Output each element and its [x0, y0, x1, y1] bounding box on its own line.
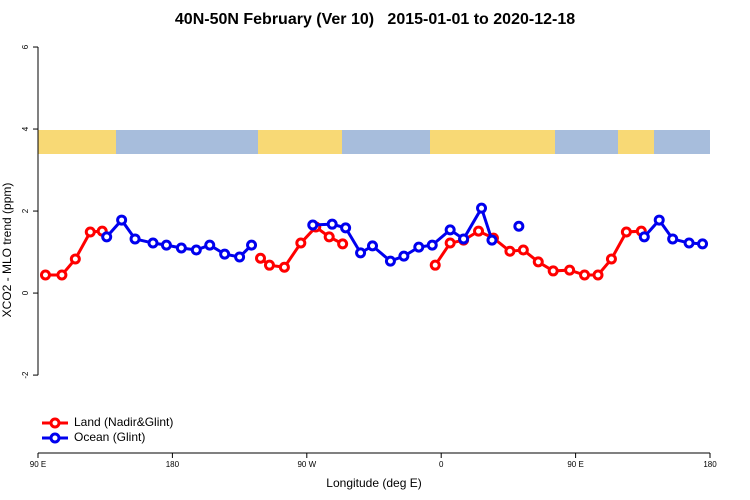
- data-point: [473, 225, 485, 237]
- y-tick-label: 6: [21, 44, 30, 49]
- legend-label: Land (Nadir&Glint): [74, 415, 173, 429]
- legend-label: Ocean (Glint): [74, 430, 145, 444]
- data-point: [355, 247, 367, 259]
- data-point: [517, 244, 529, 256]
- data-point: [620, 226, 632, 238]
- data-point: [69, 253, 81, 265]
- data-point: [426, 239, 438, 251]
- data-point: [160, 239, 172, 251]
- legend-marker: [49, 417, 61, 429]
- land-band: [258, 130, 342, 154]
- data-point: [384, 255, 396, 267]
- data-point: [638, 231, 650, 243]
- data-point: [476, 202, 488, 214]
- y-tick-label: 2: [21, 208, 30, 213]
- data-point: [486, 234, 498, 246]
- data-point: [84, 226, 96, 238]
- data-point: [340, 222, 352, 234]
- land-band: [430, 130, 555, 154]
- data-point: [592, 269, 604, 281]
- x-tick-label: 90 E: [30, 460, 46, 469]
- land-band: [618, 130, 654, 154]
- y-axis-title: XCO2 - MLO trend (ppm): [0, 183, 14, 318]
- data-point: [513, 220, 525, 232]
- data-point: [458, 233, 470, 245]
- data-point: [683, 237, 695, 249]
- data-point: [307, 219, 319, 231]
- data-point: [219, 248, 231, 260]
- data-point: [413, 241, 425, 253]
- x-tick-label: 0: [439, 460, 444, 469]
- data-point: [337, 238, 349, 250]
- x-tick-label: 90 E: [567, 460, 583, 469]
- data-point: [204, 239, 216, 251]
- data-point: [667, 233, 679, 245]
- data-point: [246, 239, 258, 251]
- data-point: [429, 259, 441, 271]
- data-point: [295, 237, 307, 249]
- data-point: [147, 237, 159, 249]
- data-point: [326, 218, 338, 230]
- data-point: [564, 264, 576, 276]
- data-point: [697, 238, 709, 250]
- legend-marker: [49, 432, 61, 444]
- data-point: [129, 233, 141, 245]
- data-point: [605, 253, 617, 265]
- map-band: [38, 130, 710, 154]
- y-tick-label: -2: [21, 371, 30, 379]
- data-point: [175, 242, 187, 254]
- y-tick-label: 4: [21, 126, 30, 131]
- data-point: [579, 269, 591, 281]
- land-band: [38, 130, 116, 154]
- data-point: [39, 269, 51, 281]
- data-point: [255, 252, 267, 264]
- data-point: [101, 231, 113, 243]
- data-point: [367, 240, 379, 252]
- chart-title: 40N-50N February (Ver 10) 2015-01-01 to …: [175, 11, 575, 28]
- data-point: [234, 251, 246, 263]
- data-point: [547, 265, 559, 277]
- data-point: [444, 224, 456, 236]
- ocean-band: [38, 130, 710, 154]
- data-point: [116, 214, 128, 226]
- data-point: [56, 269, 68, 281]
- data-point: [190, 244, 202, 256]
- x-tick-label: 90 W: [297, 460, 316, 469]
- data-point: [263, 259, 275, 271]
- data-point: [278, 261, 290, 273]
- data-point: [444, 237, 456, 249]
- data-point: [398, 250, 410, 262]
- data-point: [323, 231, 335, 243]
- data-point: [653, 214, 665, 226]
- x-tick-label: 180: [166, 460, 180, 469]
- data-point: [504, 245, 516, 257]
- x-axis-title: Longitude (deg E): [326, 476, 421, 490]
- data-point: [532, 256, 544, 268]
- x-tick-label: 180: [703, 460, 717, 469]
- y-tick-label: 0: [21, 290, 30, 295]
